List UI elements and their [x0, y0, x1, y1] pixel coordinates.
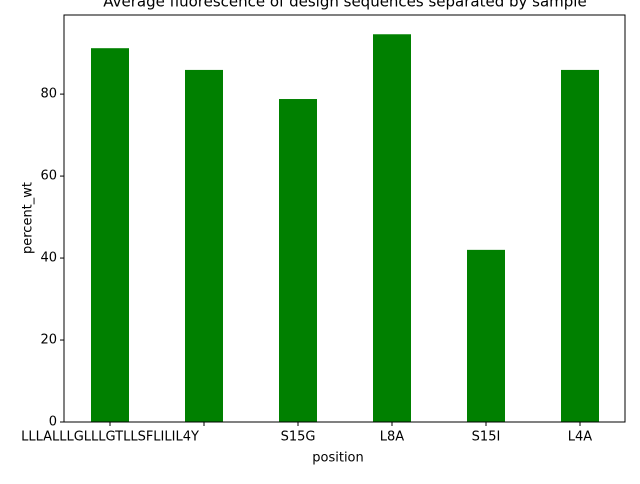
- axes-frame: [63, 14, 626, 423]
- chart-title: Average fluorescence of design sequences…: [103, 0, 586, 11]
- x-tick-label: L4A: [568, 430, 593, 445]
- bar: [91, 48, 129, 422]
- y-axis-label: percent_wt: [21, 182, 36, 254]
- x-tick-label: S15G: [281, 430, 316, 445]
- x-tick-label: L8A: [380, 430, 405, 445]
- bar: [467, 249, 505, 422]
- y-tick-label: 0: [49, 415, 57, 430]
- bar: [373, 34, 411, 422]
- x-tick-label: LLLALLLGLLLGTLLSFLILIL4Y: [21, 430, 199, 445]
- x-axis-label: position: [312, 451, 364, 466]
- bar: [279, 99, 317, 422]
- y-tick-label: 80: [40, 87, 57, 102]
- y-tick-label: 40: [40, 251, 57, 266]
- bar: [561, 69, 599, 422]
- y-tick-label: 60: [40, 169, 57, 184]
- y-tick-label: 20: [40, 333, 57, 348]
- bar: [185, 69, 223, 422]
- x-tick-label: S15I: [472, 430, 501, 445]
